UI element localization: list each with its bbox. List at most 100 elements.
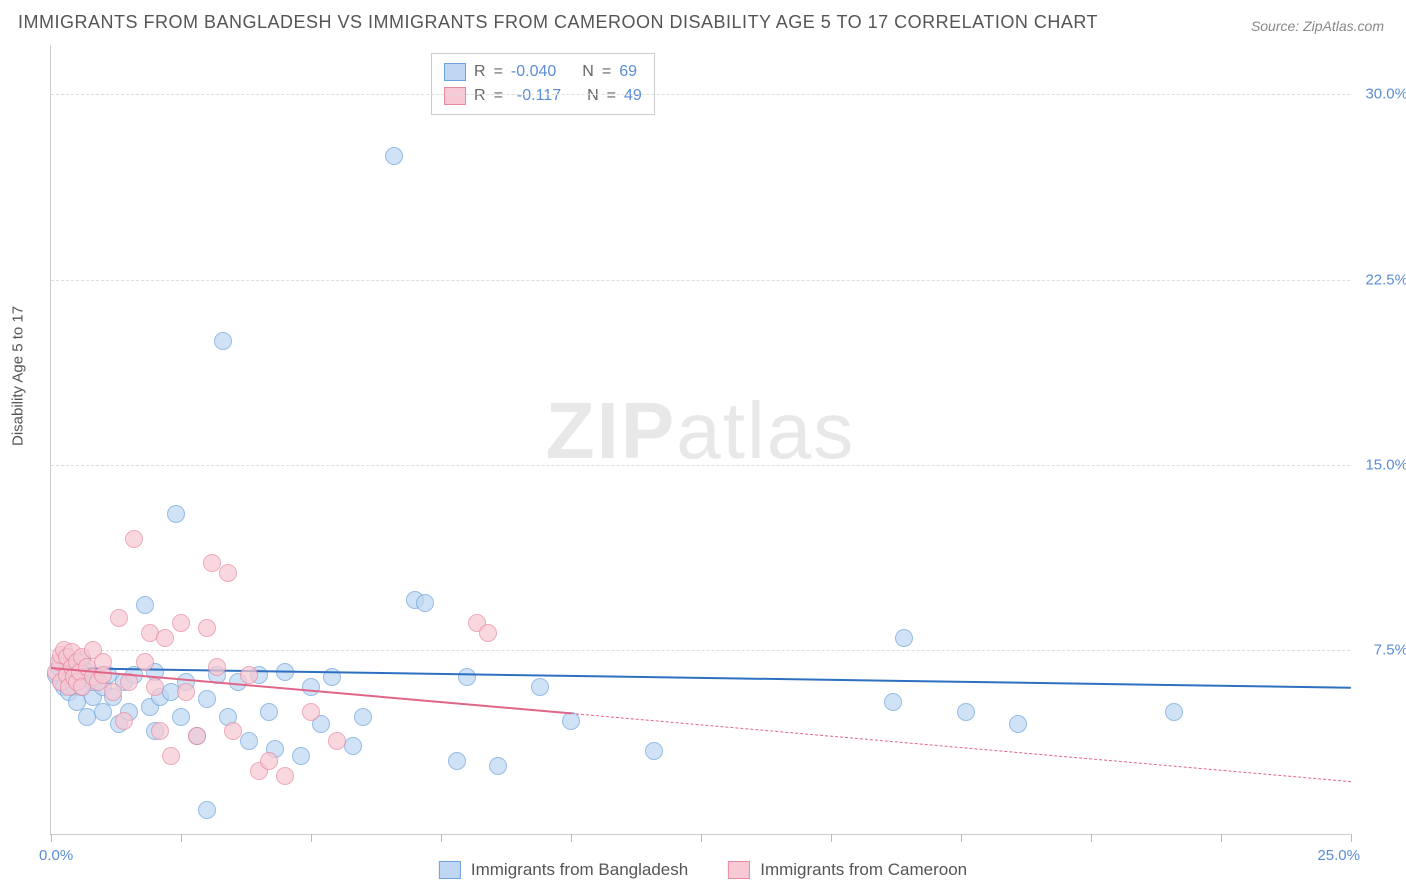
data-point	[645, 742, 663, 760]
data-point	[458, 668, 476, 686]
source-attribution: Source: ZipAtlas.com	[1251, 18, 1384, 34]
x-origin-label: 0.0%	[39, 847, 73, 864]
r-value-0: -0.040	[511, 60, 556, 84]
x-tick	[311, 834, 312, 842]
x-tick	[571, 834, 572, 842]
r-value-1: -0.117	[511, 84, 561, 108]
data-point	[156, 629, 174, 647]
data-point	[240, 732, 258, 750]
grid-line	[51, 94, 1350, 95]
x-tick	[181, 834, 182, 842]
data-point	[328, 732, 346, 750]
data-point	[260, 703, 278, 721]
y-tick-label: 30.0%	[1365, 86, 1406, 103]
n-label: N	[582, 60, 594, 84]
x-tick	[51, 834, 52, 842]
x-tick	[701, 834, 702, 842]
data-point	[172, 614, 190, 632]
x-max-label: 25.0%	[1317, 847, 1360, 864]
series-legend: Immigrants from Bangladesh Immigrants fr…	[439, 860, 967, 880]
data-point	[448, 752, 466, 770]
data-point	[115, 712, 133, 730]
swatch-series-0	[444, 63, 466, 81]
data-point	[219, 564, 237, 582]
data-point	[151, 722, 169, 740]
legend-row: R = -0.040 N = 69	[444, 60, 642, 84]
data-point	[479, 624, 497, 642]
data-point	[895, 629, 913, 647]
data-point	[531, 678, 549, 696]
data-point	[562, 712, 580, 730]
data-point	[276, 767, 294, 785]
data-point	[125, 530, 143, 548]
data-point	[146, 678, 164, 696]
x-tick	[961, 834, 962, 842]
data-point	[104, 683, 122, 701]
data-point	[1165, 703, 1183, 721]
eq-sign: =	[494, 60, 503, 84]
data-point	[198, 619, 216, 637]
data-point	[188, 727, 206, 745]
eq-sign: =	[602, 60, 611, 84]
data-point	[344, 737, 362, 755]
r-label: R	[474, 84, 486, 108]
data-point	[136, 653, 154, 671]
swatch-series-1	[444, 87, 466, 105]
eq-sign: =	[607, 84, 616, 108]
data-point	[172, 708, 190, 726]
y-tick-label: 22.5%	[1365, 271, 1406, 288]
data-point	[354, 708, 372, 726]
data-point	[110, 609, 128, 627]
watermark-strong: ZIP	[546, 385, 676, 474]
swatch-series-0-bottom	[439, 861, 461, 879]
data-point	[385, 147, 403, 165]
y-axis-label: Disability Age 5 to 17	[10, 306, 27, 446]
grid-line	[51, 650, 1350, 651]
y-tick-label: 7.5%	[1374, 641, 1406, 658]
data-point	[416, 594, 434, 612]
watermark-rest: atlas	[676, 385, 855, 474]
n-label: N	[587, 84, 599, 108]
legend-item: Immigrants from Cameroon	[728, 860, 967, 880]
n-value-0: 69	[619, 60, 637, 84]
watermark: ZIPatlas	[546, 384, 855, 476]
data-point	[1009, 715, 1027, 733]
x-tick	[831, 834, 832, 842]
data-point	[177, 683, 195, 701]
x-tick	[1351, 834, 1352, 842]
series-1-label: Immigrants from Cameroon	[760, 860, 967, 880]
trend-line	[571, 713, 1351, 782]
y-tick-label: 15.0%	[1365, 456, 1406, 473]
data-point	[489, 757, 507, 775]
data-point	[162, 747, 180, 765]
x-tick	[1221, 834, 1222, 842]
grid-line	[51, 465, 1350, 466]
data-point	[957, 703, 975, 721]
legend-row: R = -0.117 N = 49	[444, 84, 642, 108]
n-value-1: 49	[624, 84, 642, 108]
data-point	[94, 703, 112, 721]
correlation-legend: R = -0.040 N = 69 R = -0.117 N = 49	[431, 53, 655, 115]
series-0-label: Immigrants from Bangladesh	[471, 860, 688, 880]
data-point	[302, 703, 320, 721]
eq-sign: =	[494, 84, 503, 108]
swatch-series-1-bottom	[728, 861, 750, 879]
data-point	[136, 596, 154, 614]
data-point	[302, 678, 320, 696]
data-point	[198, 690, 216, 708]
data-point	[214, 332, 232, 350]
data-point	[198, 801, 216, 819]
data-point	[292, 747, 310, 765]
data-point	[884, 693, 902, 711]
data-point	[240, 666, 258, 684]
data-point	[260, 752, 278, 770]
data-point	[208, 658, 226, 676]
legend-item: Immigrants from Bangladesh	[439, 860, 688, 880]
x-tick	[441, 834, 442, 842]
data-point	[167, 505, 185, 523]
x-tick	[1091, 834, 1092, 842]
plot-area: ZIPatlas R = -0.040 N = 69 R = -0.117 N …	[50, 45, 1350, 835]
data-point	[224, 722, 242, 740]
chart-title: IMMIGRANTS FROM BANGLADESH VS IMMIGRANTS…	[18, 12, 1098, 33]
grid-line	[51, 280, 1350, 281]
